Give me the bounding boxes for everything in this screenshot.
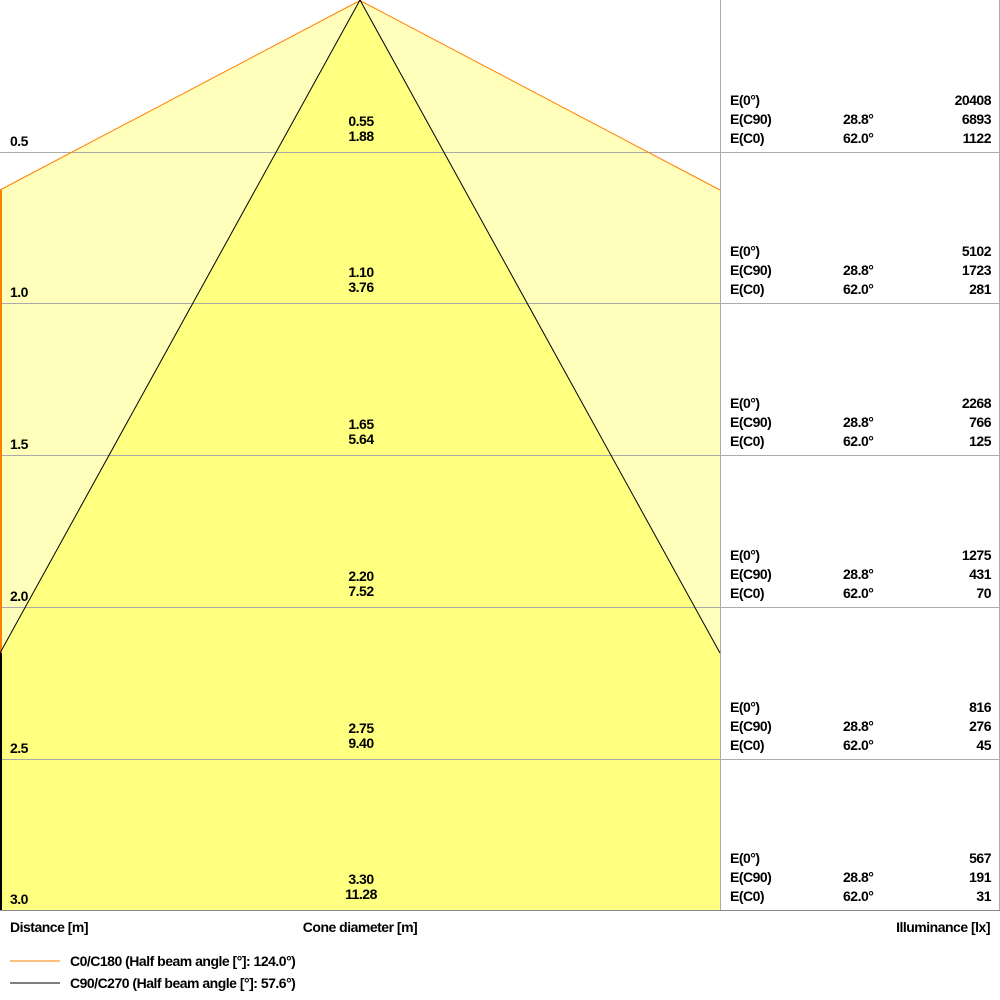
- ec90-label: E(C90): [730, 111, 772, 127]
- c90-diameter: 1.65: [348, 416, 374, 432]
- ec0-label: E(C0): [730, 888, 765, 904]
- c90-diameter: 1.10: [348, 264, 374, 280]
- cone-axis-label: Cone diameter [m]: [302, 919, 418, 935]
- distance-label: 1.5: [10, 436, 28, 452]
- ec90-label: E(C90): [730, 262, 772, 278]
- e0-value: 1275: [961, 547, 992, 563]
- ec0-value: 70: [976, 585, 991, 601]
- ec90-angle: 28.8°: [843, 262, 874, 278]
- illuminance-axis-label: Illuminance [lx]: [896, 919, 990, 935]
- ec0-angle: 62.0°: [843, 130, 874, 146]
- distance-label: 0.5: [10, 133, 28, 149]
- ec0-value: 125: [969, 433, 991, 449]
- ec0-label: E(C0): [730, 130, 765, 146]
- c0-diameter: 3.76: [348, 279, 374, 295]
- ec0-label: E(C0): [730, 585, 765, 601]
- ec0-angle: 62.0°: [843, 585, 874, 601]
- distance-label: 3.0: [10, 891, 28, 907]
- ec90-label: E(C90): [730, 414, 772, 430]
- distance-axis-label: Distance [m]: [10, 919, 89, 935]
- e0-value: 816: [969, 699, 991, 715]
- c0-diameter: 5.64: [348, 431, 374, 447]
- distance-label: 2.0: [10, 588, 28, 604]
- ec0-angle: 62.0°: [843, 737, 874, 753]
- ec0-angle: 62.0°: [843, 281, 874, 297]
- e0-value: 567: [969, 850, 991, 866]
- e0-label: E(0°): [730, 699, 760, 715]
- e0-label: E(0°): [730, 92, 760, 108]
- c90-cone-line: [0, 0, 721, 654]
- ec0-angle: 62.0°: [843, 433, 874, 449]
- distance-label: 1.0: [10, 284, 28, 300]
- ec0-value: 1122: [962, 130, 992, 146]
- c0-diameter: 7.52: [348, 583, 374, 599]
- e0-value: 20408: [954, 92, 992, 108]
- c90-diameter: 0.55: [348, 113, 374, 129]
- ec90-angle: 28.8°: [843, 566, 874, 582]
- c0-diameter: 9.40: [348, 735, 374, 751]
- ec90-label: E(C90): [730, 718, 772, 734]
- ec90-value: 276: [969, 718, 991, 734]
- ec90-label: E(C90): [730, 566, 772, 582]
- ec90-label: E(C90): [730, 869, 772, 885]
- e0-label: E(0°): [730, 547, 760, 563]
- e0-value: 5102: [961, 243, 992, 259]
- ec90-value: 6893: [961, 111, 992, 127]
- ec0-label: E(C0): [730, 737, 765, 753]
- ec0-value: 281: [969, 281, 991, 297]
- ec90-angle: 28.8°: [843, 414, 874, 430]
- e0-label: E(0°): [730, 395, 760, 411]
- legend-c0: C0/C180 (Half beam angle [°]: 124.0°): [70, 953, 296, 969]
- ec90-value: 431: [969, 566, 991, 582]
- c0-diameter: 1.88: [348, 128, 374, 144]
- ec90-value: 1723: [961, 262, 992, 278]
- legend-c90: C90/C270 (Half beam angle [°]: 57.6°): [70, 975, 296, 991]
- ec0-value: 31: [976, 888, 991, 904]
- c90-diameter: 2.20: [348, 568, 374, 584]
- e0-label: E(0°): [730, 243, 760, 259]
- ec0-label: E(C0): [730, 281, 765, 297]
- c0-diameter: 11.28: [345, 886, 377, 902]
- distance-label: 2.5: [10, 740, 28, 756]
- ec90-angle: 28.8°: [843, 718, 874, 734]
- e0-label: E(0°): [730, 850, 760, 866]
- ec90-value: 191: [969, 869, 991, 885]
- ec0-value: 45: [976, 737, 991, 753]
- c90-diameter: 2.75: [348, 720, 374, 736]
- ec0-label: E(C0): [730, 433, 765, 449]
- c90-diameter: 3.30: [348, 871, 374, 887]
- ec0-angle: 62.0°: [843, 888, 874, 904]
- e0-value: 2268: [961, 395, 992, 411]
- ec90-angle: 28.8°: [843, 869, 874, 885]
- ec90-value: 766: [969, 414, 991, 430]
- ec90-angle: 28.8°: [843, 111, 874, 127]
